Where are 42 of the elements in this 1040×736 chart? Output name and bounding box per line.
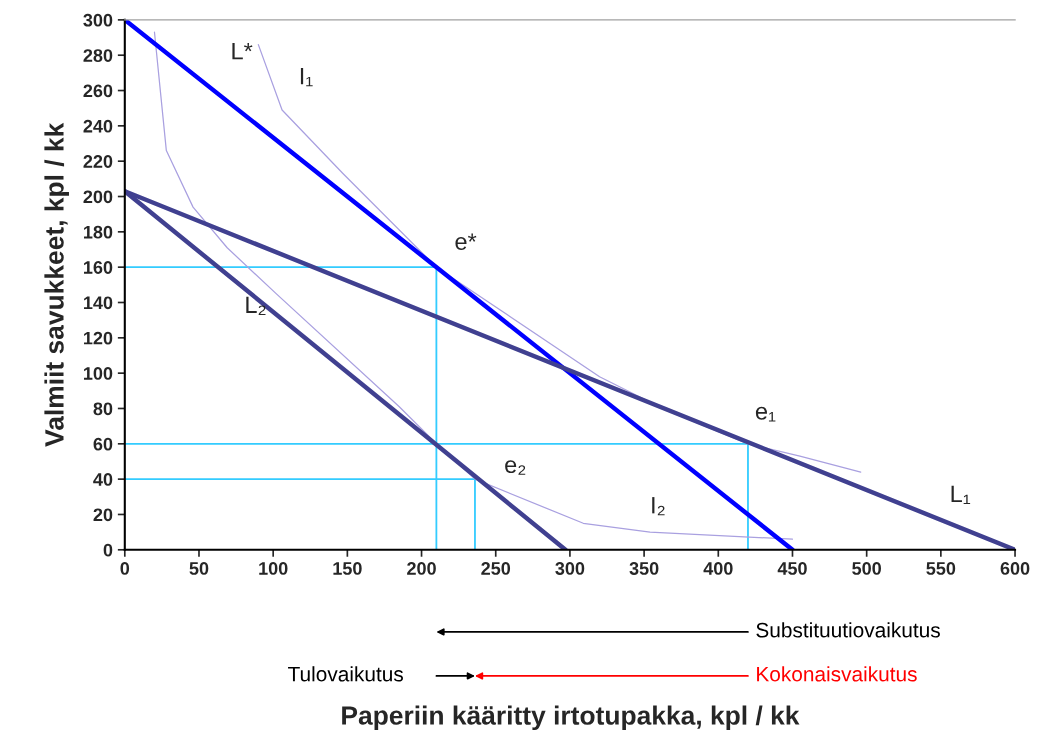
x-tick-label: 100 (259, 562, 288, 575)
x-tick-label: 350 (629, 562, 659, 575)
y-tick-label: 260 (83, 84, 113, 98)
x-tick-label: 200 (407, 562, 436, 575)
y-tick-label: 140 (84, 296, 113, 310)
text: Tulovaikutus (288, 666, 403, 682)
annotation: e₁ (755, 406, 776, 422)
text: Kokonaisvaikutus (757, 666, 917, 682)
y-tick-label: 200 (83, 190, 113, 204)
y-tick-label: 160 (84, 261, 113, 274)
x-tick-label: 500 (852, 562, 881, 575)
text: Substituutiovaikutus (756, 622, 940, 638)
y-tick-label: 240 (83, 119, 113, 133)
annotation: L₂ (246, 296, 266, 315)
x-tick-label: 150 (333, 562, 362, 575)
y-tick-label: 20 (93, 508, 113, 522)
y-tick-label: 280 (83, 49, 113, 62)
y-tick-label: 180 (84, 225, 113, 239)
x-tick-label: 250 (481, 562, 511, 575)
x-tick-label: 50 (189, 562, 209, 575)
y-tick-label: 0 (103, 543, 113, 557)
x-tick-label: 600 (1000, 562, 1030, 575)
x-tick-label: 300 (555, 562, 585, 575)
annotation: L₁ (951, 485, 971, 505)
annotation: L* (232, 43, 253, 60)
x-tick-label: 450 (777, 562, 807, 575)
x-tick-label: 0 (120, 562, 130, 575)
annotation: I₁ (300, 67, 313, 87)
y-tick-label: 220 (83, 155, 113, 168)
x-tick-label: 400 (703, 562, 733, 575)
x-axis-title: Paperiin kääritty irtotupakka, kpl / kk (342, 705, 800, 731)
annotation: e* (455, 233, 477, 250)
annotation: e₂ (505, 460, 526, 475)
y-axis-title: Valmiit savukkeet, kpl / kk (44, 122, 69, 447)
y-tick-label: 120 (84, 331, 113, 345)
annotation: I₂ (652, 497, 665, 516)
x-tick-label: 550 (926, 562, 956, 575)
y-tick-label: 80 (93, 402, 113, 416)
y-tick-label: 100 (84, 367, 113, 380)
y-tick-label: 60 (93, 437, 113, 451)
y-tick-label: 40 (93, 473, 113, 486)
y-tick-label: 300 (83, 13, 113, 27)
